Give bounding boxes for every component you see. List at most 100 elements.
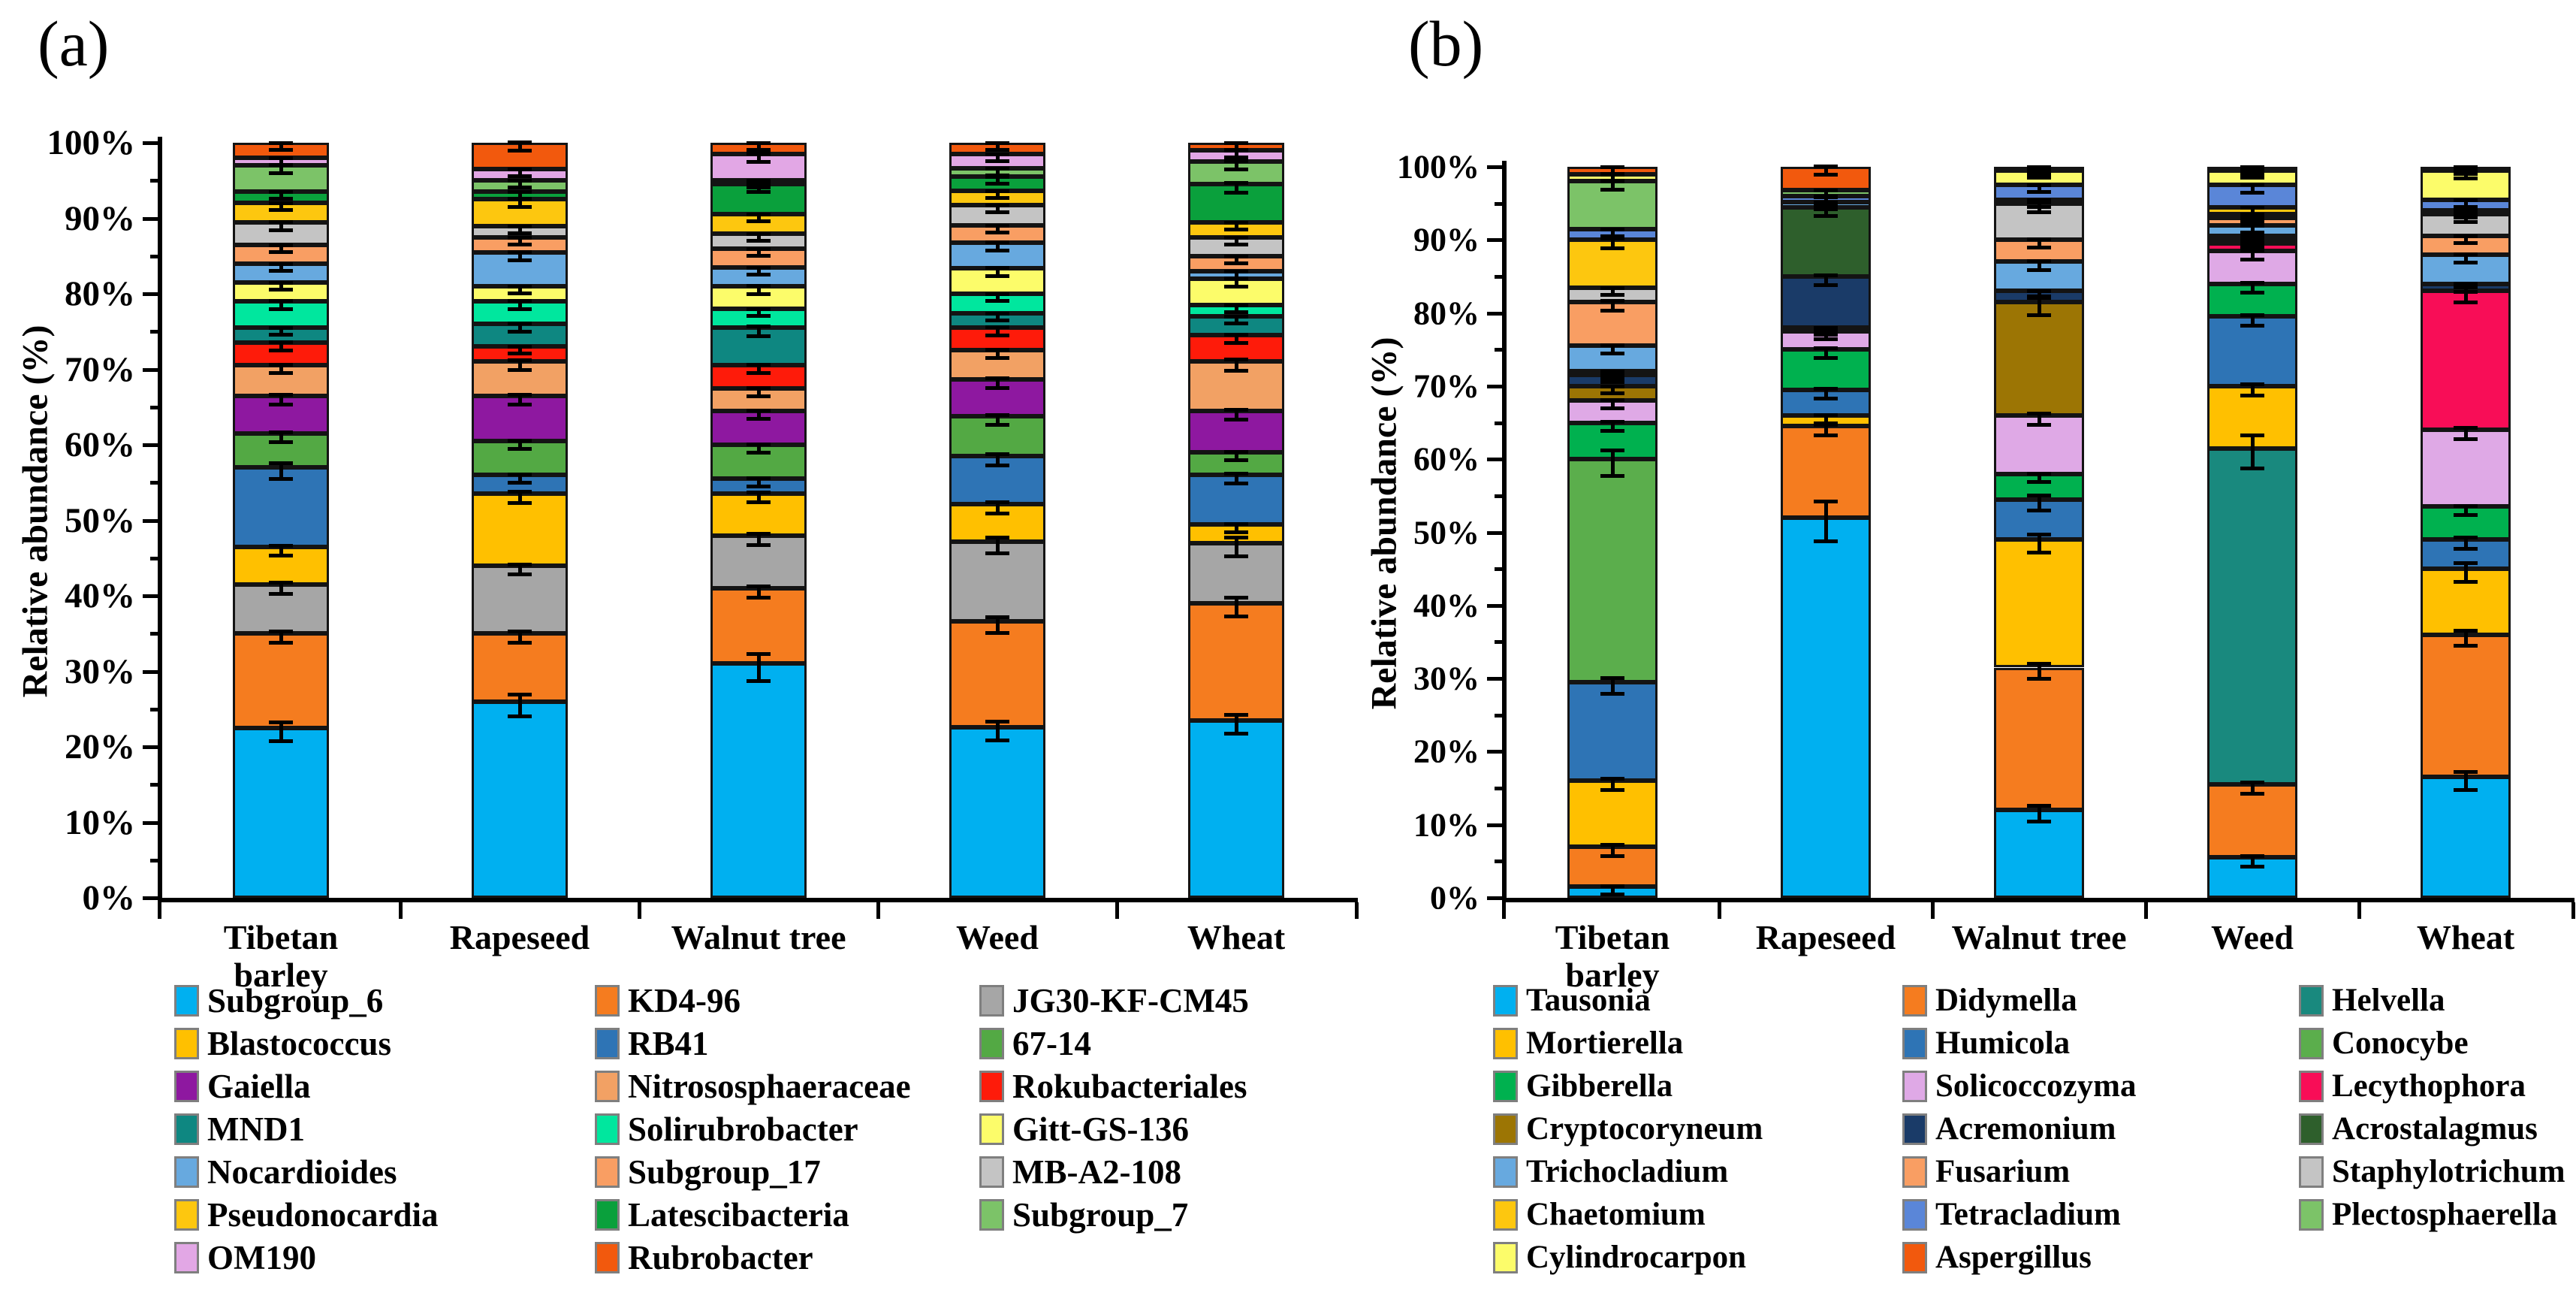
error-bar [508,345,532,356]
bar-segment-Subgroup_6 [1188,720,1284,898]
error-bar [1600,419,1624,434]
legend-item-plectosphaerella: Plectosphaerella [2299,1193,2576,1236]
error-bar [747,283,771,296]
error-bar [985,325,1009,338]
legend-swatch [1493,1113,1518,1145]
error-bar [1814,165,1838,177]
legend-swatch [1902,984,1927,1017]
error-bar-stem [2250,216,2255,220]
y-tick-label: 0% [82,878,136,917]
legend-swatch [1902,1156,1927,1188]
y-tick-label: 100% [1397,148,1480,186]
error-bar-stem [1234,476,1238,482]
error-bar-stem [2250,316,2255,325]
legend-item-jg30-kf-cm45: JG30-KF-CM45 [979,979,1347,1022]
legend-swatch [1493,1070,1518,1102]
y-tick [1487,603,1504,608]
legend-swatch [595,984,620,1017]
error-bar-stem [2037,475,2041,480]
error-bar-stem [756,144,761,148]
x-tick [158,902,161,919]
legend-label: MB-A2-108 [1012,1153,1181,1191]
error-bar [1814,412,1838,425]
error-bar [1600,843,1624,858]
x-label-weed: Weed [956,918,1039,956]
error-bar [747,476,771,489]
legend-item-helvella: Helvella [2299,979,2576,1022]
y-minor-tick [1495,274,1504,279]
error-bar-stem [2037,187,2041,191]
error-bar [2454,281,2478,294]
error-bar [747,307,771,319]
legend-label: 67-14 [1012,1024,1091,1062]
error-bar-stem [1234,539,1238,554]
legend-item-solirubrobacter: Solirubrobacter [595,1107,979,1150]
bar-segment-Helvella [2207,448,2297,785]
error-bar-stem [1823,277,1828,283]
y-tick-label: 50% [1413,514,1480,551]
y-tick-label: 70% [65,349,135,389]
error-bar-stem [279,367,283,372]
error-bar [1224,159,1248,172]
error-bar-stem [756,311,761,315]
error-bar [269,363,293,376]
error-bar-stem [517,476,522,482]
error-bar-stem [756,367,761,372]
legend-item-mortierella: Mortierella [1493,1022,1902,1065]
error-bar-stem [995,352,1000,357]
error-bar [747,231,771,243]
error-bar-stem [1610,303,1615,309]
error-bar [985,535,1009,555]
error-bar-stem [2037,808,2041,820]
error-bar-stem [2250,784,2255,793]
bar-segment-KD4-96 [233,633,329,728]
y-tick [1487,311,1504,316]
error-bar-stem [995,227,1000,231]
error-bar [1224,358,1248,373]
error-bar [269,326,293,337]
y-tick [143,518,159,523]
legend-swatch [979,1027,1004,1059]
error-bar [508,438,532,451]
error-bar [2454,426,2478,442]
legend-item-aspergillus: Aspergillus [1902,1236,2299,1279]
x-tick [876,902,880,919]
error-bar [269,156,293,168]
legend-swatch [979,984,1004,1017]
x-axis-line-a [158,898,1358,902]
error-bar-stem [756,183,761,186]
legend-label: Cylindrocarpon [1526,1240,1747,1275]
y-tick [143,292,159,296]
y-tick-label: 90% [65,198,135,238]
y-tick [1487,896,1504,900]
legend-swatch [174,984,199,1017]
error-bar-stem [1823,198,1828,201]
y-minor-tick [1495,348,1504,352]
error-bar [508,284,532,295]
bar-segment-Lecythophora [2421,291,2511,431]
legend-swatch [595,1070,620,1102]
error-bar-stem [756,328,761,335]
error-bar-stem [2250,857,2255,866]
error-bar-stem [2463,507,2468,514]
legend-swatch [174,1027,199,1059]
error-bar-stem [517,194,522,198]
error-bar [1814,346,1838,361]
error-bar [1600,299,1624,313]
error-bar-stem [2037,536,2041,551]
error-bar [747,152,771,165]
legend-swatch [2299,1027,2324,1059]
error-bar-stem [279,284,283,288]
x-label-walnut-tree: Walnut tree [1951,918,2127,956]
y-minor-tick [1495,859,1504,864]
error-bar [2240,165,2264,176]
x-label-wheat: Wheat [1187,918,1286,956]
error-bar-stem [517,239,522,243]
legend-swatch [1902,1113,1927,1145]
error-bar [269,243,293,254]
legend-label: Blastococcus [207,1024,391,1062]
error-bar-stem [1234,163,1238,168]
error-bar-stem [517,228,522,231]
x-label-walnut-tree: Walnut tree [671,918,846,956]
error-bar-stem [1610,402,1615,407]
